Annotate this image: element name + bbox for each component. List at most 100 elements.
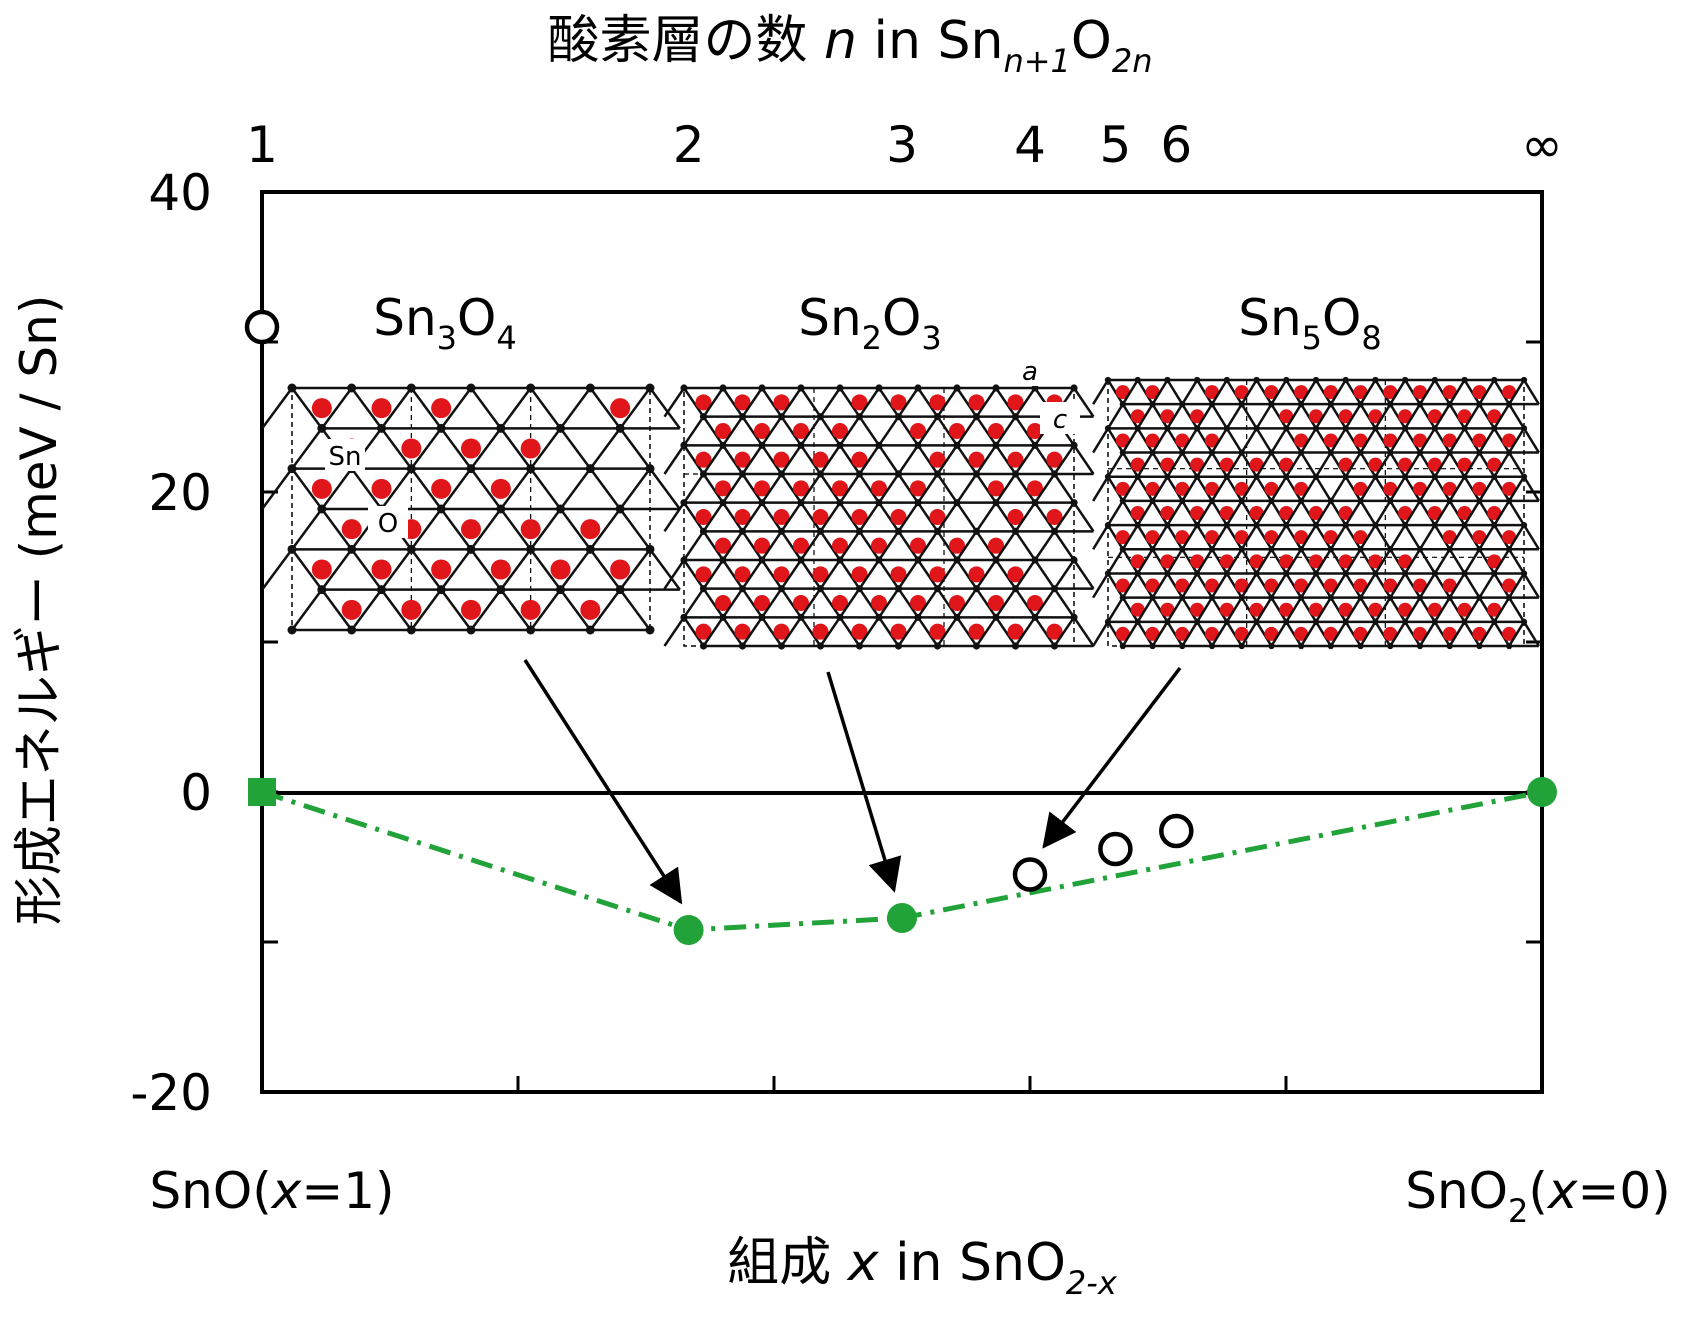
bond bbox=[1166, 524, 1184, 550]
tin-atom bbox=[816, 642, 825, 650]
bond bbox=[1053, 501, 1076, 533]
oxygen-atom bbox=[1007, 623, 1024, 640]
bond bbox=[1522, 427, 1540, 454]
bond bbox=[1374, 379, 1392, 405]
tin-atom bbox=[1268, 546, 1275, 553]
bond bbox=[1314, 500, 1332, 526]
tin-atom bbox=[1208, 642, 1216, 650]
bond bbox=[1508, 500, 1526, 526]
tin-atom bbox=[1312, 618, 1320, 625]
oxygen-atom bbox=[1249, 602, 1264, 617]
oxygen-atom bbox=[968, 623, 985, 640]
oxygen-atom bbox=[1205, 530, 1219, 545]
tin-atom bbox=[1401, 618, 1409, 625]
bond bbox=[1300, 403, 1318, 430]
bond bbox=[320, 467, 353, 510]
bond bbox=[1121, 403, 1139, 430]
tin-atom bbox=[1297, 401, 1305, 408]
oxygen-atom bbox=[890, 623, 907, 640]
oxygen-atom bbox=[1368, 602, 1383, 617]
tin-atom bbox=[836, 613, 844, 621]
annotation-arrow bbox=[1042, 666, 1182, 849]
bond bbox=[877, 501, 900, 533]
tin-atom bbox=[496, 504, 506, 514]
bond bbox=[897, 415, 920, 447]
bond bbox=[1389, 500, 1407, 526]
oxygen-atom bbox=[431, 398, 452, 419]
inset-label: O bbox=[378, 509, 398, 539]
tin-atom bbox=[1505, 594, 1513, 601]
bond bbox=[1329, 621, 1347, 647]
tin-atom bbox=[1520, 376, 1528, 384]
bond bbox=[1448, 476, 1466, 502]
oxygen-atom bbox=[715, 480, 731, 497]
bond bbox=[780, 530, 803, 561]
tin-atom bbox=[645, 464, 655, 474]
bond bbox=[1072, 444, 1095, 475]
bond bbox=[619, 467, 652, 510]
tin-atom bbox=[1070, 441, 1078, 449]
bond bbox=[1448, 451, 1466, 478]
tin-atom bbox=[972, 642, 981, 650]
tin-atom bbox=[797, 613, 805, 621]
tin-atom bbox=[738, 585, 747, 593]
bond bbox=[1359, 476, 1377, 502]
oxygen-atom bbox=[1323, 385, 1338, 400]
bond bbox=[1493, 403, 1511, 430]
data-point-stable bbox=[673, 915, 704, 945]
tin-atom bbox=[1387, 594, 1394, 601]
tin-atom bbox=[1223, 521, 1231, 529]
oxygen-atom bbox=[832, 423, 848, 439]
tin-atom bbox=[1253, 521, 1260, 529]
tin-atom bbox=[1104, 425, 1112, 432]
bond bbox=[760, 559, 783, 590]
oxygen-atom bbox=[1007, 394, 1024, 411]
tin-atom bbox=[1011, 470, 1020, 478]
oxygen-atom bbox=[1457, 602, 1472, 617]
tin-atom bbox=[1387, 401, 1394, 408]
tin-atom bbox=[1164, 376, 1171, 384]
bond bbox=[994, 616, 1017, 647]
bond bbox=[380, 588, 413, 631]
tin-atom bbox=[1476, 546, 1483, 553]
oxygen-atom bbox=[461, 519, 481, 540]
bond bbox=[936, 415, 959, 447]
bond bbox=[1106, 548, 1124, 575]
bond bbox=[975, 473, 998, 504]
tin-atom bbox=[1149, 594, 1156, 601]
bond bbox=[261, 548, 294, 591]
bond bbox=[1270, 427, 1288, 454]
bond bbox=[1181, 572, 1199, 599]
bond bbox=[1196, 621, 1214, 647]
bond bbox=[1255, 548, 1273, 575]
tin-atom bbox=[1238, 449, 1245, 456]
bond bbox=[858, 501, 881, 533]
bond bbox=[1121, 621, 1139, 647]
bond bbox=[1508, 403, 1526, 430]
tin-atom bbox=[1011, 527, 1020, 535]
oxygen-atom bbox=[1309, 602, 1323, 617]
oxygen-atom bbox=[1115, 578, 1130, 593]
oxygen-atom bbox=[1323, 530, 1338, 545]
bond bbox=[897, 501, 920, 533]
bond bbox=[721, 473, 744, 504]
bond bbox=[1196, 572, 1214, 599]
annotation-arrow bbox=[523, 659, 683, 905]
tin-atom bbox=[615, 585, 625, 595]
oxygen-atom bbox=[550, 559, 571, 580]
oxygen-atom bbox=[734, 509, 751, 525]
oxygen-atom bbox=[910, 595, 926, 611]
oxygen-atom bbox=[1205, 385, 1219, 400]
bond bbox=[1210, 621, 1228, 647]
tin-atom bbox=[1208, 449, 1216, 456]
oxygen-atom bbox=[1160, 554, 1175, 569]
tin-atom bbox=[914, 499, 922, 507]
oxygen-atom bbox=[812, 623, 829, 640]
bond bbox=[648, 387, 681, 430]
bond bbox=[819, 501, 842, 533]
oxygen-atom bbox=[1383, 626, 1398, 641]
bond bbox=[702, 530, 725, 561]
bond bbox=[702, 559, 725, 590]
bond bbox=[1300, 596, 1318, 623]
bond bbox=[1151, 427, 1169, 454]
